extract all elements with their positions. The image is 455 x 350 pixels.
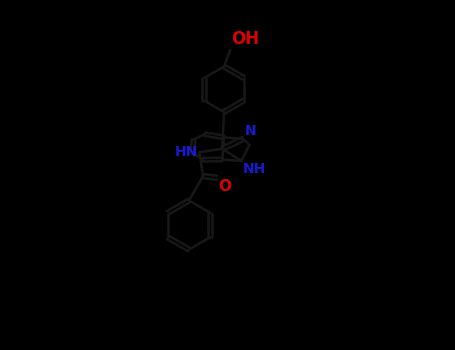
Text: OH: OH [231,30,259,48]
Text: NH: NH [243,162,266,176]
Text: HN: HN [175,145,198,159]
Text: N: N [245,124,256,138]
Text: O: O [218,179,231,194]
